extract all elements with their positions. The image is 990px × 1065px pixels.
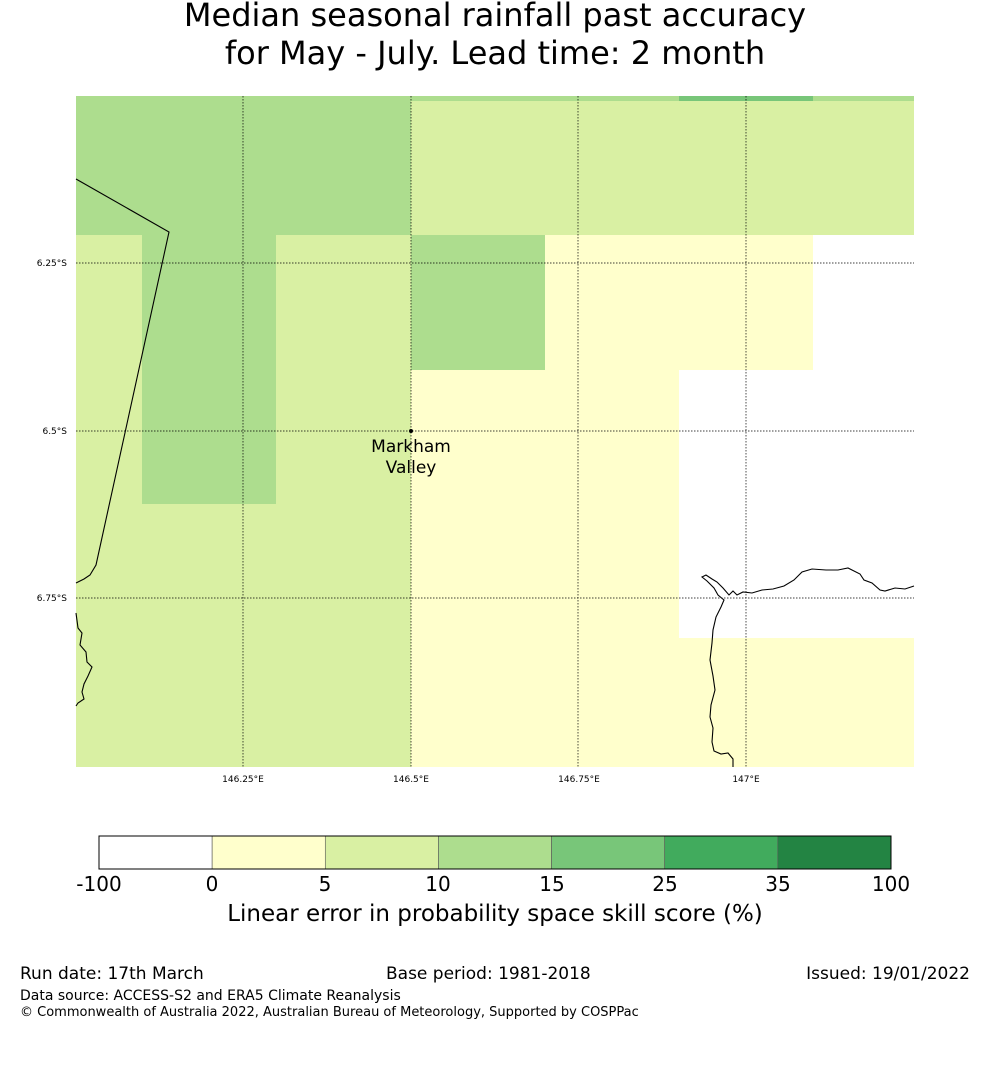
title-line-2: for May - July. Lead time: 2 month	[224, 34, 766, 72]
boundaries	[75, 178, 915, 767]
grid-cell	[142, 96, 276, 504]
location-name-line-1: Markham	[371, 437, 451, 457]
colorbar-title: Linear error in probability space skill …	[227, 901, 763, 927]
colorbar-swatch	[324, 835, 439, 870]
copyright-notice: © Commonwealth of Australia 2022, Austra…	[20, 1005, 639, 1020]
base-period: Base period: 1981-2018	[386, 964, 591, 984]
title-line-1: Median seasonal rainfall past accuracy	[183, 0, 807, 34]
issued-date: Issued: 19/01/2022	[806, 964, 970, 984]
colorbar-swatches	[98, 835, 892, 870]
grid-cell	[679, 96, 813, 101]
run-date: Run date: 17th March	[20, 964, 204, 984]
location-name-line-2: Valley	[386, 458, 437, 478]
lon-label: 146.25°E	[222, 775, 264, 785]
colorbar-tick: -100	[76, 872, 121, 896]
colorbar-tick: 5	[319, 872, 332, 896]
grid-cell	[545, 235, 813, 370]
grid-cell	[679, 638, 914, 767]
chart-title: Median seasonal rainfall past accuracy f…	[0, 0, 990, 72]
colorbar-tick: 15	[539, 872, 564, 896]
colorbar-tick: 0	[206, 872, 219, 896]
grid-cell	[411, 96, 914, 101]
lat-label: 6.75°S	[37, 594, 68, 604]
lat-label: 6.25°S	[37, 259, 68, 269]
grid-cell	[411, 235, 545, 370]
colorbar-swatch	[664, 835, 779, 870]
colorbar-swatch	[211, 835, 326, 870]
latitude-labels: 6.25°S 6.5°S 6.75°S	[37, 259, 68, 604]
colorbar-frame	[98, 835, 892, 870]
graticule	[76, 96, 914, 767]
colorbar-tick: 25	[652, 872, 677, 896]
colorbar-swatch	[551, 835, 666, 870]
province-boundary	[75, 178, 170, 584]
grid-cell	[679, 370, 914, 638]
colorbar-swatch	[777, 835, 892, 870]
skill-grid	[76, 96, 914, 767]
lon-label: 146.5°E	[393, 775, 429, 785]
data-source: Data source: ACCESS-S2 and ERA5 Climate …	[20, 988, 401, 1004]
lat-label: 6.5°S	[42, 427, 67, 437]
skill-map: Markham Valley 6.25°S 6.5°S 6.75°S 146.2…	[37, 96, 915, 785]
location-marker	[409, 429, 413, 433]
colorbar-ticks: -100 0 5 10 15 25 35 100	[76, 872, 910, 896]
colorbar-tick: 10	[425, 872, 450, 896]
lon-label: 146.75°E	[558, 775, 600, 785]
lon-label: 147°E	[732, 775, 760, 785]
colorbar-swatch	[438, 835, 552, 870]
grid-cell	[411, 370, 679, 767]
colorbar: -100 0 5 10 15 25 35 100	[76, 835, 910, 896]
coastline-huon-gulf	[700, 567, 915, 767]
coastline-west	[75, 612, 93, 707]
longitude-labels: 146.25°E 146.5°E 146.75°E 147°E	[222, 775, 760, 785]
grid-cell	[813, 235, 914, 370]
colorbar-swatch	[98, 835, 213, 870]
colorbar-tick: 35	[765, 872, 790, 896]
colorbar-tick: 100	[872, 872, 910, 896]
